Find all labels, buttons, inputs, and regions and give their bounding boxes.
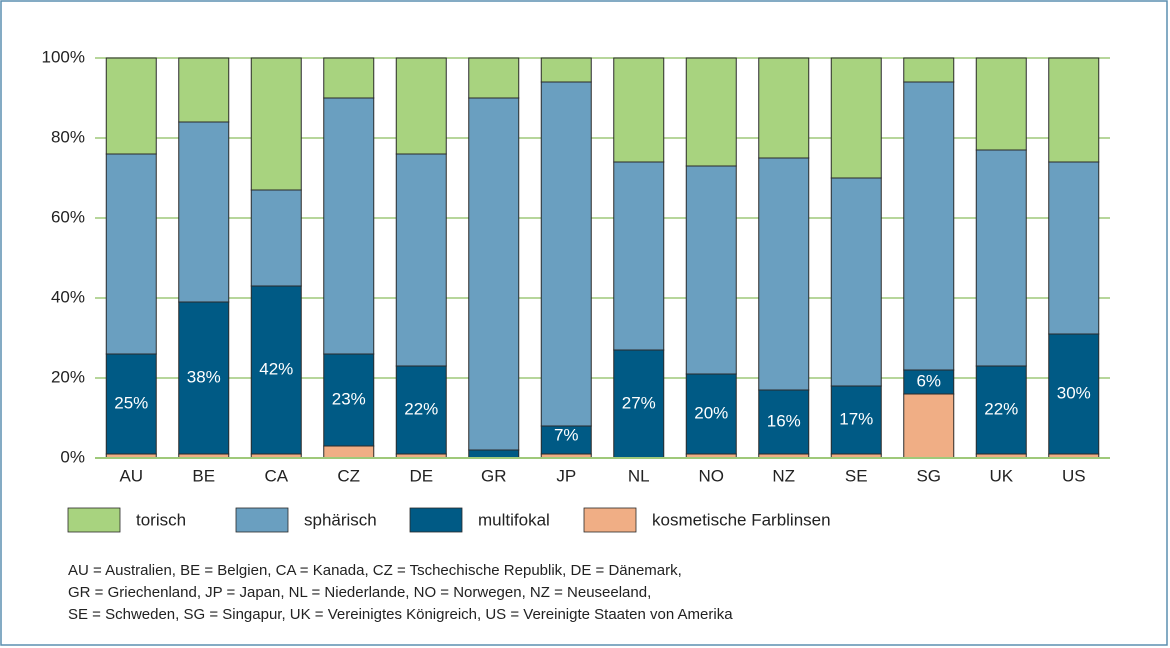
data-label: 30% — [1057, 383, 1091, 402]
bar-segment — [323, 97, 375, 355]
bar-segment — [903, 393, 955, 459]
x-tick-label: SG — [916, 466, 941, 485]
bar-segment — [975, 57, 1027, 151]
bar-segment — [250, 57, 302, 191]
x-tick-label: DE — [409, 466, 433, 485]
legend-swatch — [583, 507, 637, 533]
bar-segment — [685, 165, 737, 375]
footnote: GR = Griechenland, JP = Japan, NL = Nied… — [68, 584, 651, 601]
y-tick-label: 40% — [51, 287, 85, 306]
x-tick-label: SE — [845, 466, 868, 485]
data-label: 27% — [622, 393, 656, 412]
bar-segment — [903, 57, 955, 83]
bar-segment — [830, 57, 882, 179]
data-label: 7% — [554, 425, 579, 444]
bar-segment — [395, 365, 447, 455]
bar-segment — [178, 121, 230, 303]
bar-segment — [105, 353, 157, 455]
legend-swatch — [235, 507, 289, 533]
legend-swatch — [67, 507, 121, 533]
bar-segment — [395, 57, 447, 155]
bar-segment — [250, 285, 302, 455]
bar-segment — [903, 81, 955, 371]
x-tick-label: GR — [481, 466, 507, 485]
footnote: AU = Australien, BE = Belgien, CA = Kana… — [68, 562, 682, 579]
data-label: 23% — [332, 389, 366, 408]
x-tick-label: US — [1062, 466, 1086, 485]
bar-segment — [685, 57, 737, 167]
bar-segment — [323, 445, 375, 459]
bar-segment — [830, 177, 882, 387]
bar-segment — [250, 189, 302, 287]
x-tick-label: CA — [264, 466, 288, 485]
legend-swatch — [409, 507, 463, 533]
x-tick-label: BE — [192, 466, 215, 485]
data-label: 42% — [259, 359, 293, 378]
legend-label: multifokal — [478, 510, 550, 529]
bar-segment — [975, 365, 1027, 455]
bar-segment — [613, 161, 665, 351]
data-label: 38% — [187, 367, 221, 386]
bar-segment — [1048, 161, 1100, 335]
bar-segment — [468, 97, 520, 451]
bar-segment — [105, 153, 157, 355]
x-tick-label: NZ — [772, 466, 795, 485]
bar-segment — [975, 149, 1027, 367]
data-label: 22% — [404, 399, 438, 418]
x-tick-label: NL — [628, 466, 650, 485]
bar-segment — [540, 81, 592, 427]
x-tick-label: AU — [119, 466, 143, 485]
data-label: 6% — [916, 371, 941, 390]
y-tick-label: 20% — [51, 367, 85, 386]
legend-label: sphärisch — [304, 510, 377, 529]
y-tick-label: 80% — [51, 127, 85, 146]
bar-segment — [540, 57, 592, 83]
y-tick-label: 100% — [42, 47, 85, 66]
bar-segment — [323, 353, 375, 447]
bar-segment — [323, 57, 375, 99]
data-label: 25% — [114, 393, 148, 412]
footnote: SE = Schweden, SG = Singapur, UK = Verei… — [68, 606, 733, 623]
bar-segment — [758, 157, 810, 391]
data-label: 22% — [984, 399, 1018, 418]
legend-label: kosmetische Farblinsen — [652, 510, 831, 529]
data-label: 17% — [839, 409, 873, 428]
data-label: 20% — [694, 403, 728, 422]
bar-segment — [178, 57, 230, 123]
x-tick-label: JP — [556, 466, 576, 485]
bar-segment — [105, 57, 157, 155]
legend-label: torisch — [136, 510, 186, 529]
bar-segment — [613, 57, 665, 163]
data-label: 16% — [767, 411, 801, 430]
bar-segment — [1048, 333, 1100, 455]
bar-segment — [1048, 57, 1100, 163]
x-tick-label: UK — [989, 466, 1013, 485]
bar-segment — [758, 57, 810, 159]
y-tick-label: 0% — [60, 447, 85, 466]
bar-segment — [758, 389, 810, 455]
x-tick-label: NO — [699, 466, 725, 485]
x-tick-label: CZ — [337, 466, 360, 485]
bar-segment — [468, 57, 520, 99]
bar-segment — [395, 153, 447, 367]
bar-segment — [468, 449, 520, 459]
y-tick-label: 60% — [51, 207, 85, 226]
